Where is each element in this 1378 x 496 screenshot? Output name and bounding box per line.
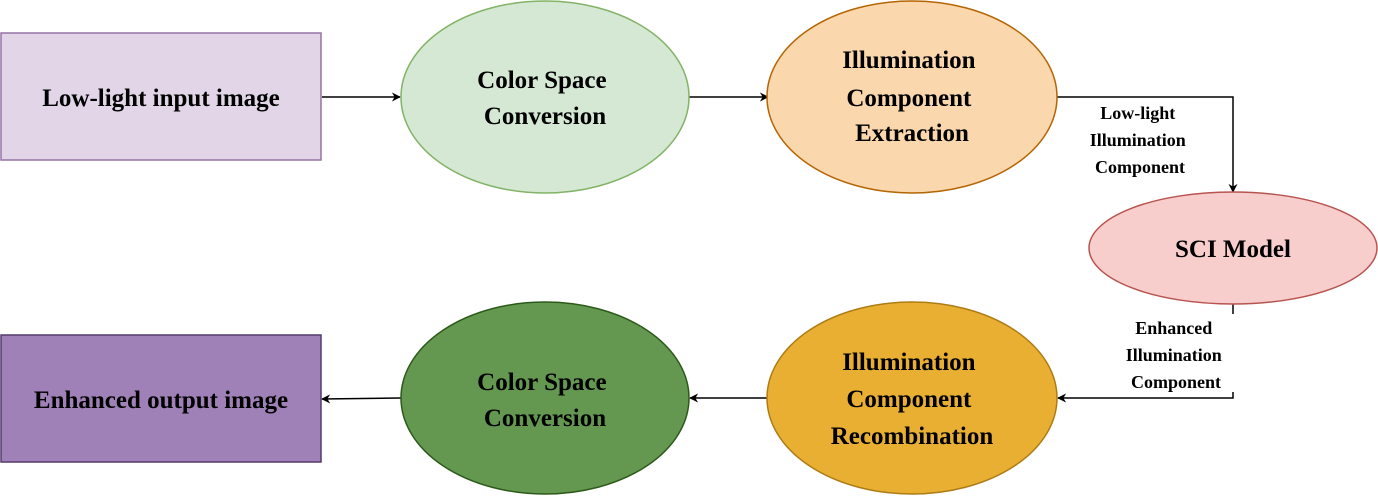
node-shape xyxy=(400,301,690,495)
node-label: SCI Model xyxy=(1175,236,1291,263)
node-illumination-extraction: Illumination Component Extraction xyxy=(766,0,1058,194)
edge-label-text: Low-light Illumination Component xyxy=(1090,103,1191,177)
node-label-line: Component xyxy=(846,386,972,413)
node-color-space-conversion-1: Color Space Conversion xyxy=(400,0,690,194)
edge-label-low-light-component: Low-light Illumination Component xyxy=(1082,101,1196,177)
node-label: Enhanced output image xyxy=(34,387,288,414)
node-label-line: Illumination xyxy=(842,349,975,376)
node-label-line: Recombination xyxy=(831,423,994,450)
node-label-line: Color Space xyxy=(477,369,606,396)
edge-label-line: Low-light xyxy=(1100,103,1175,123)
edge-label-background xyxy=(1116,314,1234,392)
edge-label-line: Illumination xyxy=(1090,130,1186,150)
edge-extraction-to-sci-model xyxy=(1057,96,1238,193)
node-label-line: Illumination xyxy=(842,47,975,74)
node-sci-model: SCI Model xyxy=(1088,191,1378,305)
node-input-image: Low-light input image xyxy=(0,32,322,161)
node-label-line: Conversion xyxy=(484,103,606,130)
node-color-space-conversion-2: Color Space Conversion xyxy=(400,301,690,495)
edge-conversion-to-output xyxy=(321,394,402,404)
node-output-image: Enhanced output image xyxy=(0,334,322,463)
node-shape xyxy=(400,0,690,194)
edge-label-line: Component xyxy=(1095,157,1185,177)
node-label-line: Extraction xyxy=(855,120,969,147)
edge-label-enhanced-component: Enhanced Illumination Component xyxy=(1116,314,1234,392)
node-shape xyxy=(766,0,1058,194)
node-label-line: Component xyxy=(846,85,972,112)
node-shape xyxy=(0,32,322,161)
edge-label-background xyxy=(1082,101,1196,177)
node-shape xyxy=(0,334,322,463)
node-label-line: Conversion xyxy=(484,405,606,432)
node-label-line: Color Space xyxy=(477,67,606,94)
edge-label-line: Component xyxy=(1131,372,1221,392)
node-shape xyxy=(766,301,1058,495)
node-label: Illumination Component Recombination xyxy=(831,349,994,450)
edge-label-line: Enhanced xyxy=(1135,318,1212,338)
node-label: Low-light input image xyxy=(42,85,280,112)
edge-label-line: Illumination xyxy=(1126,345,1222,365)
node-shape xyxy=(1088,191,1378,305)
node-label: Color Space Conversion xyxy=(477,67,613,130)
node-illumination-recombination: Illumination Component Recombination xyxy=(766,301,1058,495)
edge-label-text: Enhanced Illumination Component xyxy=(1126,318,1227,392)
node-label: Color Space Conversion xyxy=(477,369,613,432)
node-label: Illumination Component Extraction xyxy=(842,47,982,147)
